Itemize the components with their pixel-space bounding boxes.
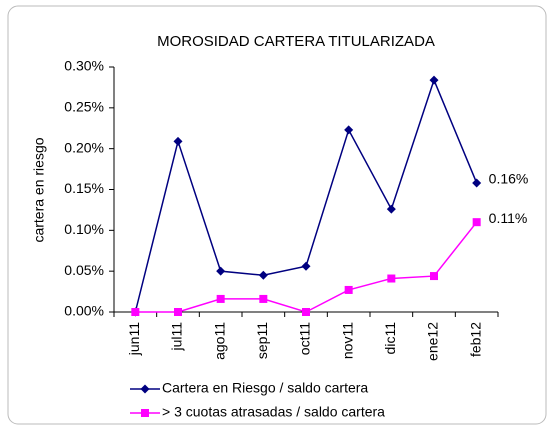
y-tick-label: 0.00% — [64, 303, 104, 319]
point — [344, 285, 353, 294]
x-tick-label: ago11 — [211, 322, 227, 360]
x-tick-label: jun11 — [126, 322, 142, 356]
y-tick-label: 0.15% — [64, 180, 104, 196]
point — [472, 218, 481, 227]
point — [387, 274, 396, 283]
point — [430, 272, 438, 281]
point — [174, 308, 182, 316]
point — [258, 270, 268, 280]
chart-title: MOROSIDAD CARTERA TITULARIZADA — [157, 33, 435, 50]
y-axis-label: cartera en riesgo — [31, 137, 47, 242]
point — [429, 75, 439, 85]
x-tick-label: jul11 — [169, 322, 185, 352]
point — [301, 261, 311, 271]
data-label: 0.11% — [489, 210, 528, 226]
point — [131, 308, 140, 316]
legend-label: > 3 cuotas atrasadas / saldo cartera — [162, 404, 385, 420]
point — [386, 204, 396, 214]
point — [140, 384, 150, 394]
point — [302, 308, 310, 316]
x-tick-label: oct11 — [297, 322, 313, 355]
x-tick-label: dic11 — [382, 322, 398, 355]
y-tick-label: 0.20% — [64, 139, 104, 155]
point — [216, 266, 226, 276]
y-tick-label: 0.05% — [64, 262, 104, 278]
point — [259, 294, 268, 303]
legend-label: Cartera en Riesgo / saldo cartera — [162, 380, 368, 396]
point — [141, 409, 149, 417]
x-tick-label: ene12 — [425, 322, 441, 361]
point — [173, 136, 183, 146]
point — [472, 178, 482, 188]
x-tick-label: feb12 — [467, 322, 483, 357]
point — [216, 294, 225, 303]
point — [344, 125, 354, 135]
y-tick-label: 0.30% — [64, 58, 104, 74]
chart-frame — [7, 5, 547, 425]
data-label: 0.16% — [489, 171, 529, 187]
y-tick-label: 0.10% — [64, 221, 104, 237]
x-tick-label: nov11 — [339, 322, 355, 359]
y-tick-label: 0.25% — [64, 99, 104, 115]
x-tick-label: sep11 — [254, 322, 270, 359]
